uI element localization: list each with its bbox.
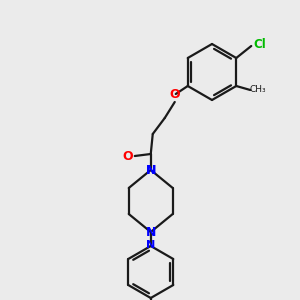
Text: N: N — [146, 240, 155, 250]
Text: Cl: Cl — [254, 38, 267, 50]
Text: N: N — [146, 164, 156, 176]
Text: O: O — [169, 88, 180, 101]
Text: CH₃: CH₃ — [250, 85, 267, 94]
Text: N: N — [146, 226, 156, 238]
Text: N: N — [146, 164, 156, 176]
Text: O: O — [122, 149, 133, 163]
